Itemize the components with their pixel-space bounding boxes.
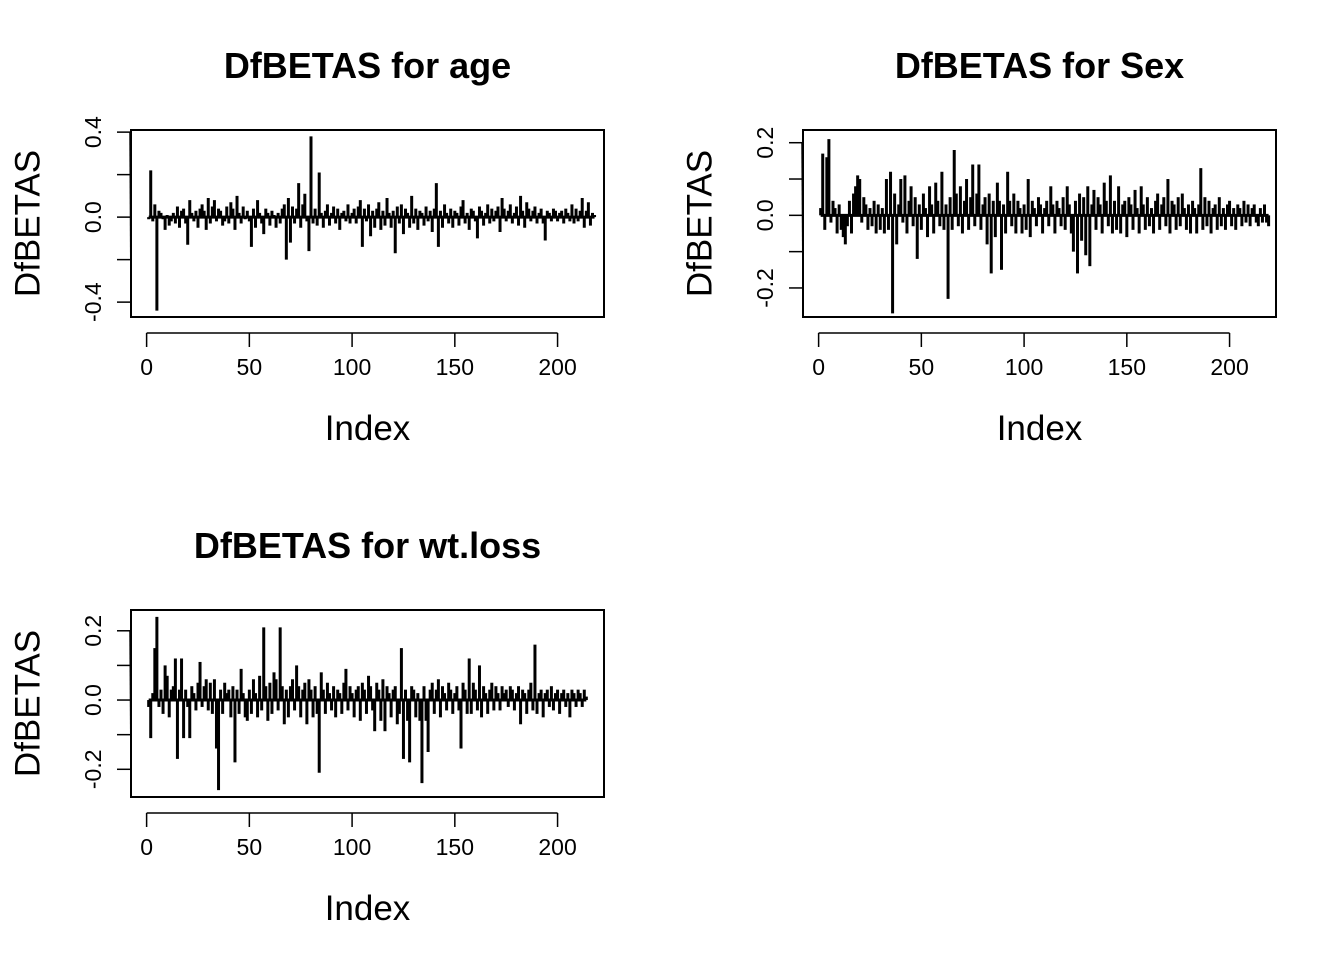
plot-frame xyxy=(130,129,605,318)
x-tick-label: 0 xyxy=(140,354,153,380)
x-axis-label: Index xyxy=(325,409,411,448)
y-tick-label: 0.0 xyxy=(80,201,106,233)
x-tick-label: 50 xyxy=(237,834,263,860)
plot-frame xyxy=(802,129,1277,318)
x-tick-label: 150 xyxy=(436,354,474,380)
chart-title: DfBETAS for Sex xyxy=(895,45,1184,86)
y-tick-label: 0.2 xyxy=(752,127,778,159)
chart-title: DfBETAS for age xyxy=(224,45,511,86)
x-tick-label: 50 xyxy=(909,354,935,380)
chart-panel-3: DfBETAS for wt.loss 0 50 100 150 200 Index -0.2… xyxy=(8,525,605,928)
chart-title: DfBETAS for wt.loss xyxy=(194,525,541,566)
y-tick-label: -0.2 xyxy=(80,749,106,789)
x-axis: 0 50 100 150 200 xyxy=(812,332,1249,380)
x-tick-label: 0 xyxy=(812,354,825,380)
x-tick-label: 200 xyxy=(538,834,576,860)
y-tick-label: -0.4 xyxy=(80,282,106,322)
y-axis: -0.4 0.0 0.4 xyxy=(80,116,132,322)
y-axis: -0.2 0.0 0.2 xyxy=(752,127,804,308)
x-tick-label: 200 xyxy=(538,354,576,380)
y-tick-label: -0.2 xyxy=(752,268,778,308)
x-tick-label: 0 xyxy=(140,834,153,860)
y-axis-label: DfBETAS xyxy=(8,630,47,777)
series-dfbetas xyxy=(147,616,588,791)
y-tick-label: 0.4 xyxy=(80,116,106,148)
x-axis-label: Index xyxy=(325,889,411,928)
y-tick-label: 0.0 xyxy=(80,684,106,716)
y-axis: -0.2 0.0 0.2 xyxy=(80,615,132,789)
x-axis: 0 50 100 150 200 xyxy=(140,812,577,860)
x-tick-label: 100 xyxy=(333,354,371,380)
x-tick-label: 100 xyxy=(1005,354,1043,380)
x-axis-label: Index xyxy=(997,409,1083,448)
x-tick-label: 150 xyxy=(1108,354,1146,380)
x-tick-label: 50 xyxy=(237,354,263,380)
x-axis: 0 50 100 150 200 xyxy=(140,332,577,380)
y-axis-label: DfBETAS xyxy=(8,150,47,297)
chart-panel-2: DfBETAS for Sex 0 50 100 150 200 Index -0.2 0.0 0… xyxy=(680,45,1277,448)
y-tick-label: 0.2 xyxy=(80,615,106,647)
x-tick-label: 200 xyxy=(1210,354,1248,380)
y-axis-label: DfBETAS xyxy=(680,150,719,297)
x-tick-label: 150 xyxy=(436,834,474,860)
y-tick-label: 0.0 xyxy=(752,199,778,231)
series-dfbetas xyxy=(819,139,1271,314)
chart-panel-1: DfBETAS for age 0 50 100 150 200 Index -0.4 0.0 0… xyxy=(8,45,605,448)
x-tick-label: 100 xyxy=(333,834,371,860)
series-dfbetas xyxy=(147,136,597,311)
